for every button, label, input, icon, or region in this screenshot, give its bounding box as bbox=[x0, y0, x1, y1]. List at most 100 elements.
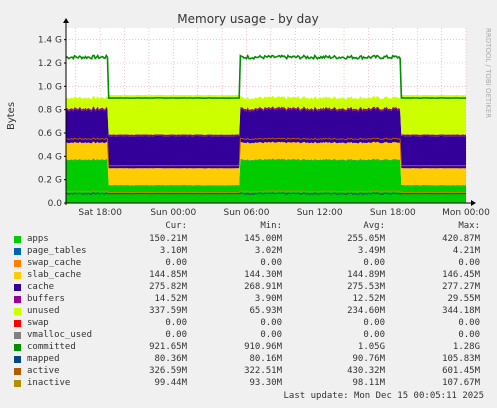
legend-value-min: 145.00M bbox=[244, 234, 282, 244]
header-min: Min: bbox=[260, 221, 282, 231]
legend-series-name: swap_cache bbox=[27, 258, 82, 268]
legend-series-name: slab_cache bbox=[27, 270, 82, 280]
legend-value-max: 107.67M bbox=[442, 378, 480, 388]
legend-series-name: mapped bbox=[27, 354, 60, 364]
memory-chart: 0.0 0.2 G 0.4 G 0.6 G 0.8 G 1.0 G 1.2 G 1.4 G S… bbox=[6, 12, 492, 218]
legend-value-cur: 80.36M bbox=[154, 354, 187, 364]
legend-value-max: 277.27M bbox=[442, 282, 480, 292]
legend-series-name: swap bbox=[27, 318, 49, 328]
legend-swatch bbox=[14, 356, 21, 363]
legend-value-min: 80.16M bbox=[249, 354, 282, 364]
legend-value-cur: 14.52M bbox=[154, 294, 187, 304]
legend-swatch bbox=[14, 248, 21, 255]
y-tick-label: 1.4 G bbox=[38, 36, 62, 46]
legend-value-avg: 144.89M bbox=[347, 270, 385, 280]
legend-rows: apps 150.21M 145.00M 255.05M 420.87M page_tab… bbox=[12, 234, 488, 390]
legend-value-cur: 921.65M bbox=[149, 342, 187, 352]
x-tick-label: Sat 18:00 bbox=[78, 208, 122, 218]
legend-swatch bbox=[14, 308, 21, 315]
legend-value-min: 0.00 bbox=[260, 258, 282, 268]
legend-row-swap: swap 0.00 0.00 0.00 0.00 bbox=[12, 318, 488, 330]
legend-value-max: 105.83M bbox=[442, 354, 480, 364]
legend-value-min: 144.30M bbox=[244, 270, 282, 280]
legend-value-avg: 98.11M bbox=[352, 378, 385, 388]
legend-row-apps: apps 150.21M 145.00M 255.05M 420.87M bbox=[12, 234, 488, 246]
y-axis-label: Bytes bbox=[6, 102, 17, 130]
last-update: Last update: Mon Dec 15 00:05:11 2025 bbox=[283, 391, 484, 401]
legend-value-cur: 99.44M bbox=[154, 378, 187, 388]
legend-row-buffers: buffers 14.52M 3.90M 12.52M 29.55M bbox=[12, 294, 488, 306]
legend-value-max: 601.45M bbox=[442, 366, 480, 376]
legend-value-cur: 150.21M bbox=[149, 234, 187, 244]
legend-value-cur: 0.00 bbox=[165, 330, 187, 340]
legend-value-max: 4.21M bbox=[452, 246, 480, 256]
legend-value-min: 0.00 bbox=[260, 318, 282, 328]
legend-value-cur: 337.59M bbox=[149, 306, 187, 316]
overlay-lines bbox=[65, 53, 467, 195]
header-avg: Avg: bbox=[363, 221, 385, 231]
legend-swatch bbox=[14, 236, 21, 243]
legend-row-active: active 326.59M 322.51M 430.32M 601.45M bbox=[12, 366, 488, 378]
legend-row-page-tables: page_tables 3.10M 3.02M 3.49M 4.21M bbox=[12, 246, 488, 258]
legend-table: Cur: Min: Avg: Max: apps 150.21M 145.00M 25… bbox=[12, 221, 488, 390]
legend-value-max: 344.18M bbox=[442, 306, 480, 316]
legend-value-avg: 0.00 bbox=[363, 258, 385, 268]
side-watermark: RRDTOOL / TOBI OETIKER bbox=[484, 28, 492, 118]
x-axis-arrow bbox=[471, 200, 476, 206]
legend-value-avg: 3.49M bbox=[357, 246, 385, 256]
legend-value-avg: 90.76M bbox=[352, 354, 385, 364]
y-tick-label: 0.6 G bbox=[38, 129, 62, 139]
legend-value-avg: 0.00 bbox=[363, 318, 385, 328]
x-tick-label: Sun 06:00 bbox=[224, 208, 270, 218]
legend-row-inactive: inactive 99.44M 93.30M 98.11M 107.67M bbox=[12, 378, 488, 390]
legend-swatch bbox=[14, 320, 21, 327]
y-axis-arrow bbox=[63, 18, 69, 23]
legend-value-cur: 3.10M bbox=[159, 246, 187, 256]
legend-value-avg: 0.00 bbox=[363, 330, 385, 340]
legend-value-min: 322.51M bbox=[244, 366, 282, 376]
legend-swatch bbox=[14, 296, 21, 303]
line-inactive bbox=[65, 190, 467, 194]
legend-value-cur: 275.82M bbox=[149, 282, 187, 292]
legend-value-cur: 0.00 bbox=[165, 258, 187, 268]
legend-value-avg: 430.32M bbox=[347, 366, 385, 376]
legend-value-min: 93.30M bbox=[249, 378, 282, 388]
legend-row-mapped: mapped 80.36M 80.16M 90.76M 105.83M bbox=[12, 354, 488, 366]
legend-row-swap-cache: swap_cache 0.00 0.00 0.00 0.00 bbox=[12, 258, 488, 270]
y-tick-label: 0.0 bbox=[48, 199, 63, 209]
legend-value-max: 1.28G bbox=[452, 342, 480, 352]
legend-swatch bbox=[14, 368, 21, 375]
legend-series-name: inactive bbox=[27, 378, 71, 388]
header-max: Max: bbox=[458, 221, 480, 231]
legend-value-avg: 12.52M bbox=[352, 294, 385, 304]
area-slab-cache bbox=[66, 141, 466, 186]
legend-value-cur: 0.00 bbox=[165, 318, 187, 328]
legend-series-name: unused bbox=[27, 306, 60, 316]
area-unused bbox=[66, 94, 466, 135]
line-mapped bbox=[65, 192, 467, 195]
stacked-areas bbox=[66, 94, 466, 203]
legend-value-max: 0.00 bbox=[458, 318, 480, 328]
legend-header: Cur: Min: Avg: Max: bbox=[12, 221, 488, 234]
x-tick-label: Mon 00:00 bbox=[442, 208, 490, 218]
y-tick-label: 0.8 G bbox=[38, 106, 62, 116]
legend-value-avg: 234.60M bbox=[347, 306, 385, 316]
y-tick-label: 0.4 G bbox=[38, 152, 62, 162]
chart-title: Memory usage - by day bbox=[177, 12, 318, 26]
x-tick-label: Sun 00:00 bbox=[150, 208, 196, 218]
y-tick-label: 0.2 G bbox=[38, 176, 62, 186]
legend-value-cur: 326.59M bbox=[149, 366, 187, 376]
legend-series-name: committed bbox=[27, 342, 76, 352]
legend-value-avg: 1.05G bbox=[357, 342, 385, 352]
legend-value-avg: 255.05M bbox=[347, 234, 385, 244]
legend-series-name: cache bbox=[27, 282, 55, 292]
legend-value-max: 29.55M bbox=[447, 294, 480, 304]
legend-swatch bbox=[14, 380, 21, 387]
legend-row-cache: cache 275.82M 268.91M 275.53M 277.27M bbox=[12, 282, 488, 294]
legend-series-name: active bbox=[27, 366, 60, 376]
y-tick-label: 1.2 G bbox=[38, 59, 62, 69]
legend-value-min: 3.02M bbox=[254, 246, 282, 256]
legend-row-unused: unused 337.59M 65.93M 234.60M 344.18M bbox=[12, 306, 488, 318]
x-tick-labels: Sat 18:00 Sun 00:00 Sun 06:00 Sun 12:00 Sun … bbox=[78, 208, 490, 218]
legend-value-avg: 275.53M bbox=[347, 282, 385, 292]
